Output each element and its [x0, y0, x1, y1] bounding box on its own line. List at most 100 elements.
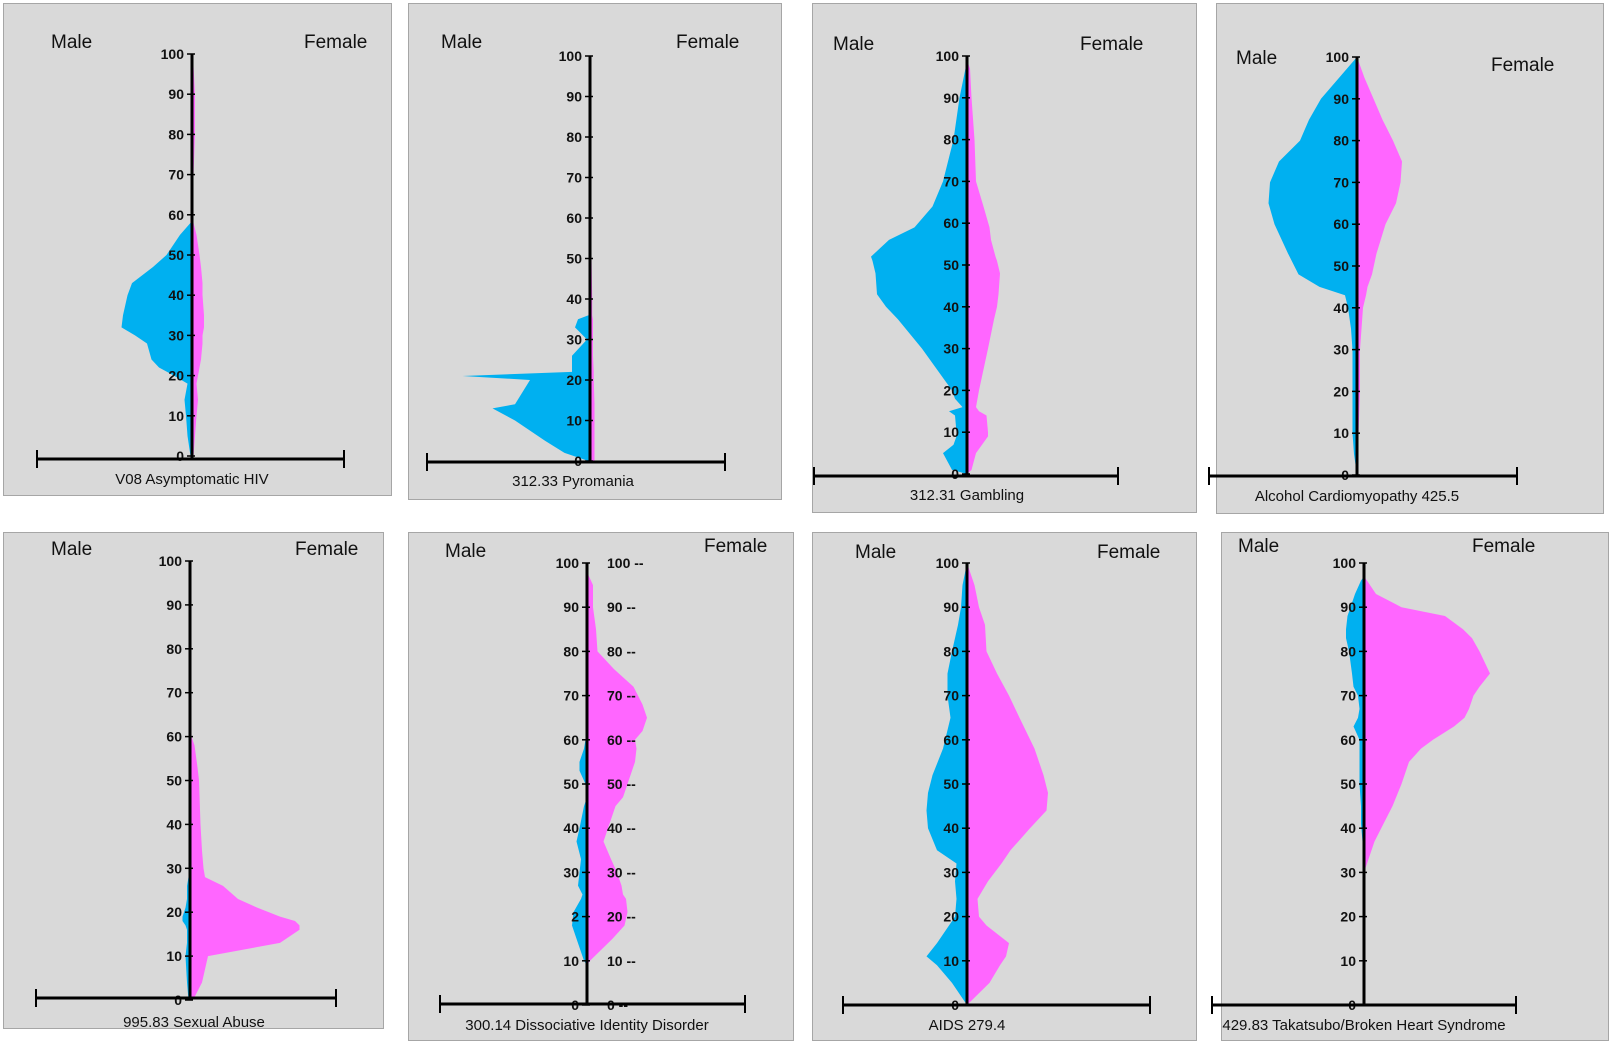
- age-tick-label: 90: [1333, 91, 1349, 107]
- age-tick-label: 50: [166, 773, 182, 789]
- age-tick-label: 80: [1340, 643, 1356, 659]
- age-tick-label: 70: [1333, 174, 1349, 190]
- right-age-tick-label: 10 --: [607, 953, 636, 969]
- age-tick-label: 40: [166, 816, 182, 832]
- age-tick-label: 20: [1333, 383, 1349, 399]
- female-label: Female: [704, 536, 767, 557]
- male-distribution-area: [1346, 576, 1364, 873]
- age-tick-label: 30: [943, 341, 959, 357]
- male-distribution-area: [871, 60, 967, 475]
- panel-title: 312.33 Pyromania: [512, 473, 634, 490]
- pyramid-chart: 0102030405060708090100MaleFemaleAlcohol …: [1208, 48, 1554, 505]
- age-tick-label: 70: [943, 173, 959, 189]
- male-label: Male: [1236, 48, 1277, 69]
- age-tick-label: 70: [943, 688, 959, 704]
- age-tick-label: 70: [168, 167, 184, 183]
- male-label: Male: [445, 541, 486, 562]
- age-tick-label: 50: [943, 776, 959, 792]
- pyramid-chart: 0102030405060708090100MaleFemaleAIDS 279…: [842, 542, 1160, 1034]
- panel-title: 429.83 Takatsubo/Broken Heart Syndrome: [1222, 1017, 1505, 1034]
- female-label: Female: [1491, 55, 1554, 76]
- age-tick-label: 90: [1340, 599, 1356, 615]
- age-tick-label: 100: [559, 48, 583, 64]
- age-tick-label: 10: [943, 953, 959, 969]
- age-tick-label: 0: [176, 448, 184, 464]
- age-tick-label: 30: [563, 864, 579, 880]
- panel-title: Alcohol Cardiomyopathy 425.5: [1255, 488, 1459, 505]
- male-distribution-area: [1268, 57, 1357, 475]
- age-tick-label: 10: [166, 948, 182, 964]
- panel-title: 300.14 Dissociative Identity Disorder: [465, 1017, 708, 1034]
- age-tick-label: 0: [174, 992, 182, 1008]
- pyramid-chart: 0 10 20 30 40 50 60 70 80 90 100 Male Female 312.31 G…: [813, 34, 1143, 504]
- age-tick-label: 100: [1326, 49, 1350, 65]
- right-age-tick-label: 70 --: [607, 688, 636, 704]
- panel-gambling: 0 10 20 30 40 50 60 70 80 90 100 Male Female 312.31 G…: [812, 3, 1197, 513]
- pyramid-chart: 0 10 20 30 40 50 60 70 80 90 100 Male Female V08 Asym…: [36, 32, 367, 488]
- age-tick-label: 10: [943, 424, 959, 440]
- age-tick-label: 40: [1340, 820, 1356, 836]
- male-distribution-area: [572, 571, 587, 1005]
- age-tick-label: 30: [1340, 864, 1356, 880]
- age-tick-label: 10: [566, 413, 582, 429]
- age-tick-label: 90: [563, 599, 579, 615]
- age-tick-label: 60: [566, 210, 582, 226]
- age-tick-label: 60: [1340, 732, 1356, 748]
- age-tick-label: 2: [571, 909, 579, 925]
- age-tick-label: 50: [943, 257, 959, 273]
- age-tick-label: 60: [1333, 216, 1349, 232]
- age-tick-label: 20: [943, 909, 959, 925]
- age-tick-label: 0: [951, 466, 959, 482]
- age-tick-label: 20: [943, 382, 959, 398]
- age-tick-label: 20: [1340, 909, 1356, 925]
- panel-title: AIDS 279.4: [929, 1017, 1006, 1034]
- female-distribution-area: [190, 561, 300, 1000]
- age-tick-label: 10: [1340, 953, 1356, 969]
- male-distribution-area: [462, 213, 590, 461]
- female-label: Female: [1097, 542, 1160, 563]
- panel-asymptomatic-hiv: 0 10 20 30 40 50 60 70 80 90 100 Male Female V08 Asym…: [3, 3, 392, 496]
- age-tick-label: 70: [566, 170, 582, 186]
- age-tick-label: 100: [936, 48, 960, 64]
- age-tick-label: 60: [166, 729, 182, 745]
- age-tick-label: 90: [166, 597, 182, 613]
- age-tick-label: 30: [166, 860, 182, 876]
- age-tick-label: 30: [566, 332, 582, 348]
- age-tick-label: 50: [1333, 258, 1349, 274]
- female-distribution-area: [967, 60, 1000, 475]
- panel-dissociative-identity-disorder: 0102304050607080901000 --10 --20 --30 --…: [408, 532, 794, 1041]
- age-tick-label: 30: [943, 864, 959, 880]
- right-age-tick-label: 60 --: [607, 732, 636, 748]
- age-tick-label: 40: [168, 287, 184, 303]
- right-age-tick-label: 30 --: [607, 864, 636, 880]
- age-tick-label: 100: [556, 555, 580, 571]
- age-tick-label: 40: [563, 820, 579, 836]
- male-distribution-area: [182, 561, 190, 1000]
- right-age-tick-label: 50 --: [607, 776, 636, 792]
- pyramid-chart: 0102304050607080901000 --10 --20 --30 --…: [439, 536, 767, 1034]
- pyramid-chart: 0 10 20 30 40 50 60 70 80 90 100 Male Female 995.83 S…: [35, 539, 358, 1031]
- age-tick-label: 60: [943, 215, 959, 231]
- female-distribution-area: [1357, 57, 1402, 475]
- age-tick-label: 60: [943, 732, 959, 748]
- age-tick-label: 50: [168, 247, 184, 263]
- age-tick-label: 20: [566, 372, 582, 388]
- female-label: Female: [295, 539, 358, 560]
- male-distribution-area: [121, 54, 192, 456]
- age-tick-label: 90: [168, 86, 184, 102]
- age-tick-label: 10: [168, 408, 184, 424]
- male-label: Male: [855, 542, 896, 563]
- age-tick-label: 100: [161, 46, 185, 62]
- age-tick-label: 70: [1340, 688, 1356, 704]
- age-tick-label: 20: [166, 904, 182, 920]
- age-tick-label: 80: [563, 643, 579, 659]
- right-age-tick-label: 90 --: [607, 599, 636, 615]
- age-tick-label: 10: [1333, 425, 1349, 441]
- age-tick-label: 40: [943, 820, 959, 836]
- age-tick-label: 80: [566, 129, 582, 145]
- panel-title: 995.83 Sexual Abuse: [123, 1014, 265, 1031]
- male-label: Male: [441, 32, 482, 53]
- female-label: Female: [1080, 34, 1143, 55]
- age-tick-label: 30: [168, 327, 184, 343]
